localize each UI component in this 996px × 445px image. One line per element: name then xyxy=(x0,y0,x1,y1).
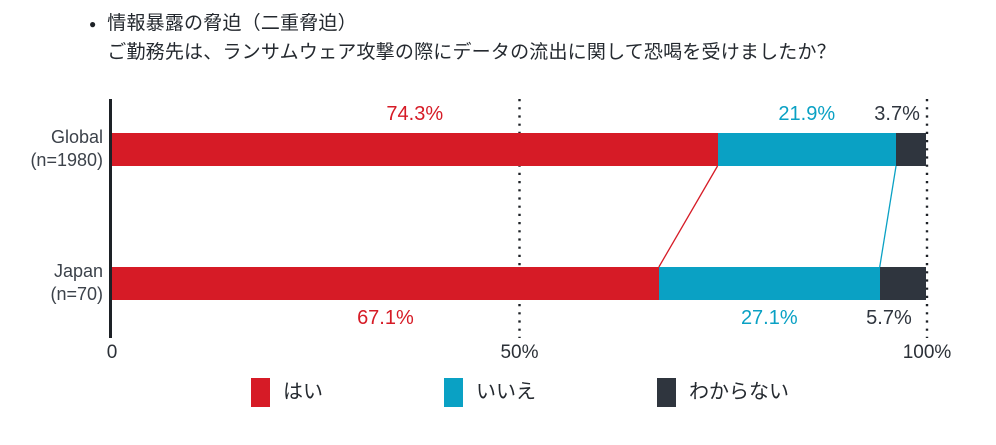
legend-item-わからない: わからない xyxy=(657,378,789,407)
axis-tick-label-50%: 50% xyxy=(500,342,539,363)
axis-tick-label-0: 0 xyxy=(106,342,118,363)
legend-item-はい: はい xyxy=(251,378,323,407)
category-label: Global (n=1980) xyxy=(0,126,103,172)
chart-title-line1: 情報暴露の脅迫（二重脅迫） xyxy=(107,13,357,34)
connector-line-いいえ xyxy=(879,165,897,268)
legend-label: いいえ xyxy=(476,381,536,403)
axis-tick-label-100%: 100% xyxy=(902,342,952,363)
category-name: Global xyxy=(50,127,103,147)
value-label: 27.1% xyxy=(740,307,798,329)
legend-swatch-icon xyxy=(444,378,463,407)
bar-segment-わからない xyxy=(896,133,927,166)
category-name: Japan xyxy=(53,261,103,281)
connector-line-はい xyxy=(658,165,719,268)
legend-swatch-icon xyxy=(251,378,270,407)
value-label: 5.7% xyxy=(866,307,912,329)
legend-label: わからない xyxy=(689,381,789,403)
bar-segment-わからない xyxy=(879,267,927,300)
category-label: Japan (n=70) xyxy=(0,260,103,306)
value-label: 74.3% xyxy=(386,103,444,125)
chart-title: 情報暴露の脅迫（二重脅迫） ご勤務先は、ランサムウェア攻撃の際にデータの流出に関… xyxy=(107,9,836,67)
legend-item-いいえ: いいえ xyxy=(444,378,536,407)
value-label: 67.1% xyxy=(357,307,414,329)
value-label: 3.7% xyxy=(874,103,920,125)
bar-segment-いいえ xyxy=(717,133,897,166)
list-bullet: ● xyxy=(89,17,97,31)
bar-segment-いいえ xyxy=(658,267,880,300)
chart-title-block: ● 情報暴露の脅迫（二重脅迫） ご勤務先は、ランサムウェア攻撃の際にデータの流出… xyxy=(89,9,836,67)
legend-label: はい xyxy=(283,381,323,403)
value-label: 21.9% xyxy=(778,103,836,125)
chart-title-line2: ご勤務先は、ランサムウェア攻撃の際にデータの流出に関して恐喝を受けましたか？ xyxy=(107,42,836,63)
bar-segment-はい xyxy=(112,133,718,166)
legend-swatch-icon xyxy=(657,378,676,407)
category-sample-size: (n=70) xyxy=(50,284,103,304)
bar-segment-はい xyxy=(112,267,659,300)
category-sample-size: (n=1980) xyxy=(30,150,103,170)
